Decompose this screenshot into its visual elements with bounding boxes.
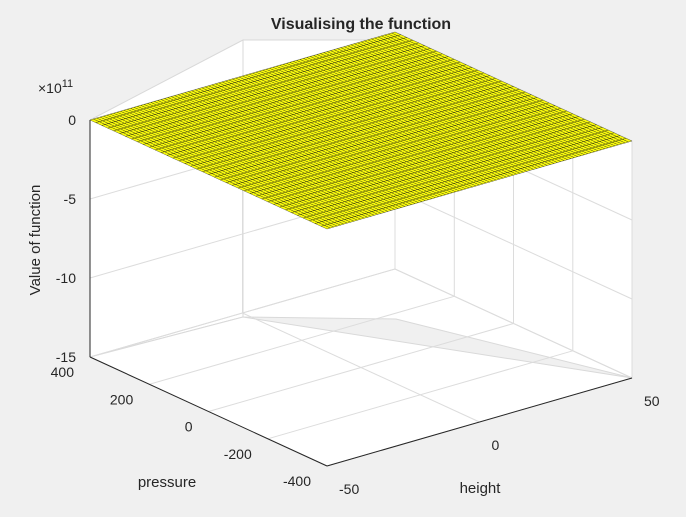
surface-patch	[622, 138, 633, 143]
x-tick-label: 50	[644, 393, 660, 409]
function-surface	[89, 31, 633, 230]
y-axis-label: pressure	[138, 474, 196, 491]
y-tick-label: -400	[283, 473, 311, 489]
x-tick-label: -50	[339, 481, 359, 497]
y-grid-line	[267, 113, 574, 440]
x-tick-label: 0	[492, 437, 500, 453]
chart-title: Visualising the function	[271, 16, 451, 33]
y-tick-label: 200	[110, 391, 134, 407]
z-tick-label: -15	[56, 349, 76, 365]
y-tick-label: -200	[224, 446, 252, 462]
z-tick-label: 0	[68, 112, 76, 128]
z-axis-label: Value of function	[27, 185, 44, 296]
y-tick-label: 400	[51, 364, 75, 380]
z-tick-label: -5	[64, 191, 77, 207]
axis-lines	[89, 120, 633, 467]
z-exponent-label: ×1011	[38, 78, 73, 96]
y-tick-label: 0	[185, 419, 193, 435]
x-axis-label: height	[460, 480, 502, 497]
z-tick-label: -10	[56, 270, 76, 286]
x-axis-line	[326, 377, 633, 467]
y-axis-line	[89, 356, 328, 467]
